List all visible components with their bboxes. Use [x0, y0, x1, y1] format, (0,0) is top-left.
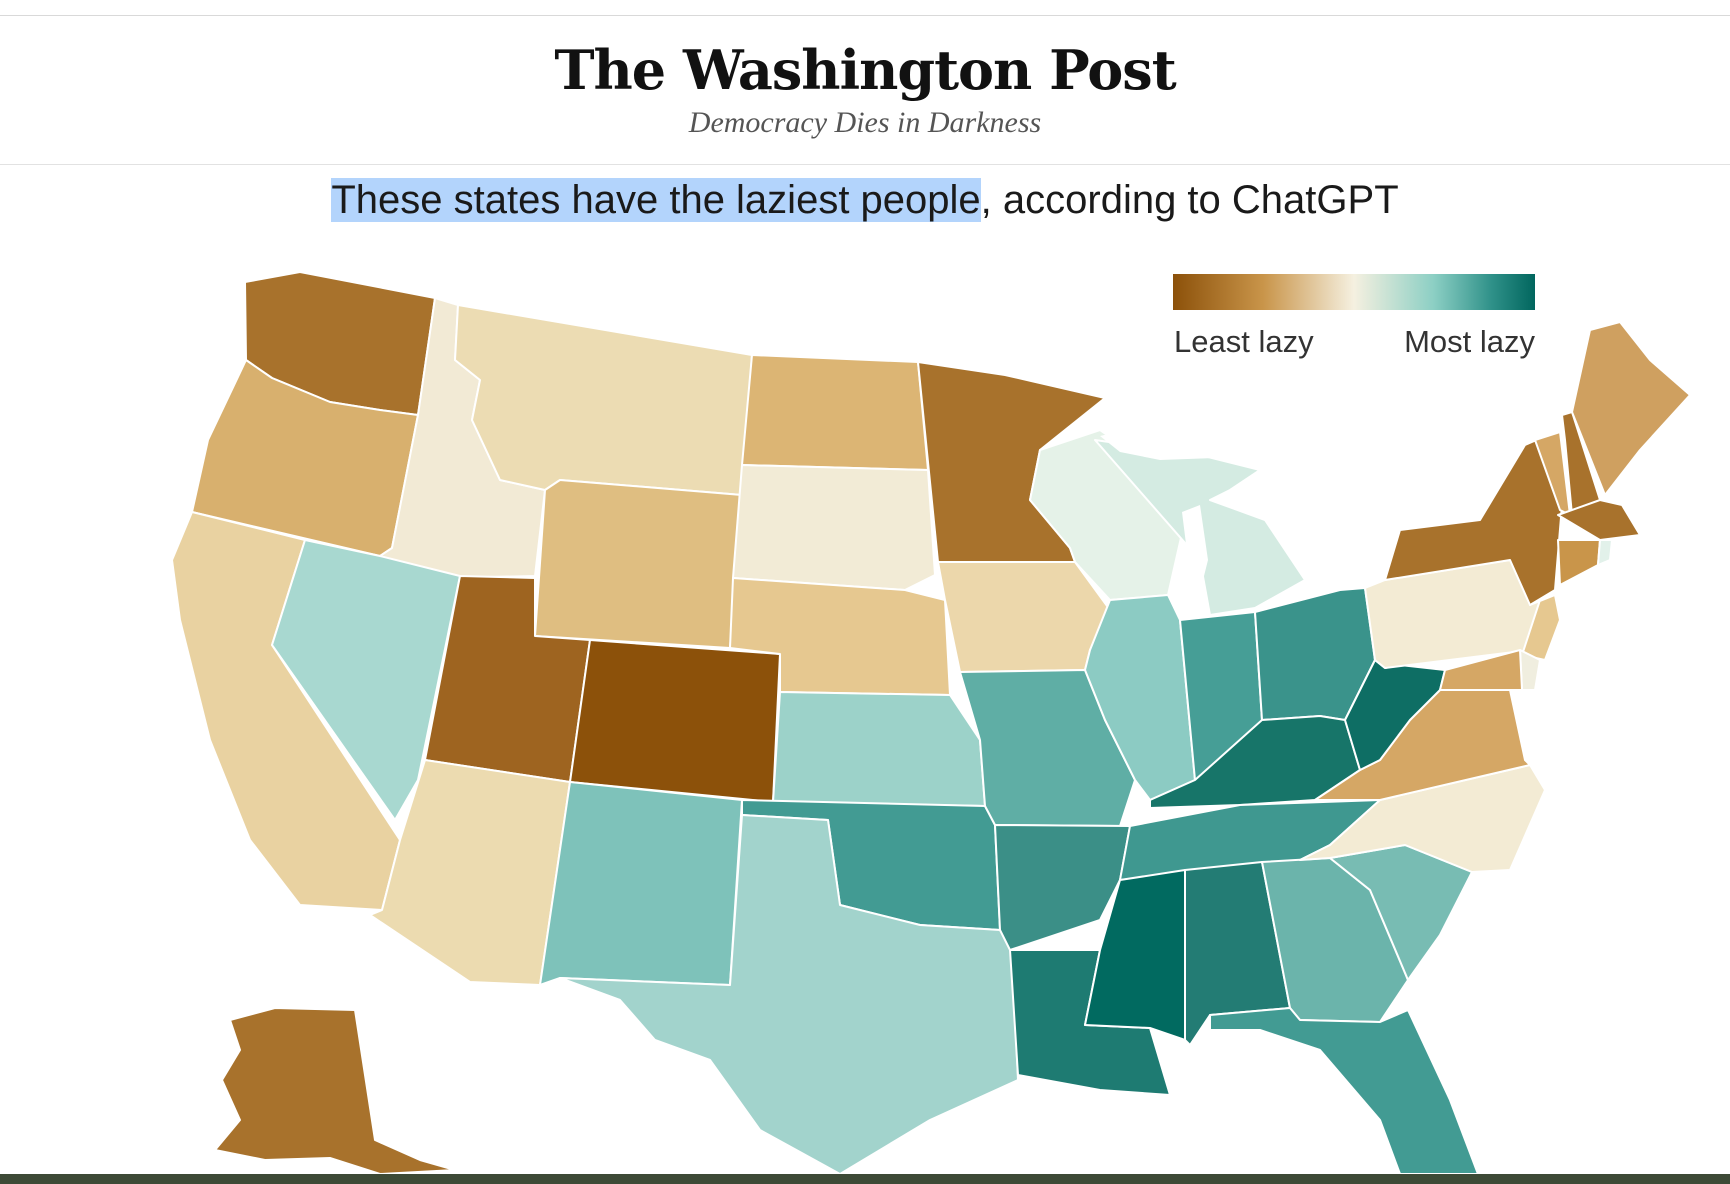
us-states-map — [171, 271, 1691, 1174]
state-ND[interactable] — [741, 354, 929, 471]
state-NM[interactable] — [539, 781, 743, 986]
state-ME[interactable] — [1571, 321, 1691, 496]
state-NC[interactable] — [1299, 764, 1546, 873]
state-CT[interactable] — [1557, 539, 1601, 586]
masthead-tagline: Democracy Dies in Darkness — [688, 106, 1042, 139]
legend-gradient-bar — [1173, 274, 1535, 310]
headline-rest-text[interactable]: , according to ChatGPT — [980, 178, 1399, 222]
state-NJ[interactable] — [1521, 594, 1561, 661]
masthead-divider — [0, 164, 1730, 165]
chart-headline: These states have the laziest people, ac… — [0, 178, 1730, 223]
legend-labels: Least lazy Most lazy — [1173, 324, 1535, 364]
state-SD[interactable] — [732, 464, 936, 591]
headline-selected-text[interactable]: These states have the laziest people — [331, 178, 981, 222]
masthead-logo[interactable]: The Washington Post — [554, 38, 1176, 102]
lake-michigan — [1182, 505, 1208, 608]
state-MA[interactable] — [1557, 499, 1641, 541]
state-AK[interactable] — [214, 1007, 456, 1174]
top-rule — [0, 15, 1730, 16]
state-MD[interactable] — [1439, 649, 1536, 691]
state-KS[interactable] — [772, 691, 986, 807]
state-MT[interactable] — [454, 304, 753, 496]
lake-superior — [1100, 422, 1262, 460]
state-TX[interactable] — [559, 814, 1019, 1174]
state-IA[interactable] — [937, 561, 1111, 673]
state-IL[interactable] — [1084, 594, 1196, 801]
legend-low-label: Least lazy — [1174, 324, 1314, 359]
state-CO[interactable] — [569, 639, 781, 803]
legend-high-label: Most lazy — [1404, 324, 1535, 359]
state-FL[interactable] — [1209, 1007, 1479, 1174]
bottom-window-edge — [0, 1174, 1730, 1184]
color-legend: Least lazy Most lazy — [1173, 274, 1535, 364]
state-RI[interactable] — [1597, 539, 1613, 566]
masthead[interactable]: The Washington Post Democracy Dies in Da… — [0, 16, 1730, 164]
state-WY[interactable] — [534, 479, 743, 649]
